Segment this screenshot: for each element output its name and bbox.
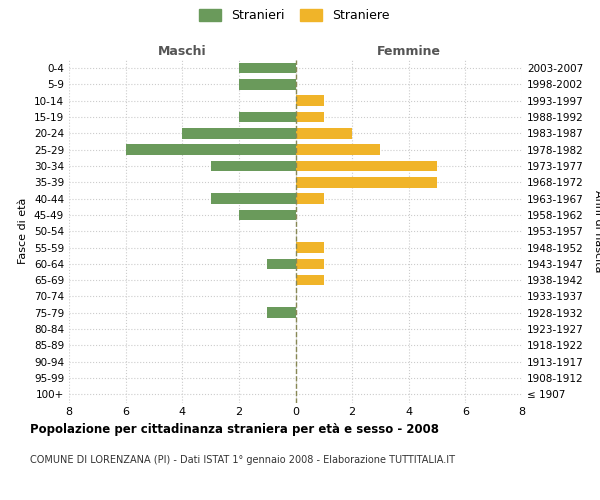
Bar: [296, 112, 324, 122]
Bar: [239, 79, 296, 90]
Legend: Stranieri, Straniere: Stranieri, Straniere: [199, 8, 389, 22]
Bar: [267, 308, 296, 318]
Bar: [239, 63, 296, 74]
Bar: [211, 160, 296, 172]
Y-axis label: Anni di nascita: Anni di nascita: [593, 190, 600, 272]
Text: Maschi: Maschi: [158, 44, 206, 58]
Bar: [296, 160, 437, 172]
Text: Popolazione per cittadinanza straniera per età e sesso - 2008: Popolazione per cittadinanza straniera p…: [30, 422, 439, 436]
Bar: [125, 144, 296, 155]
Y-axis label: Fasce di età: Fasce di età: [19, 198, 28, 264]
Bar: [239, 112, 296, 122]
Bar: [296, 96, 324, 106]
Bar: [239, 210, 296, 220]
Bar: [182, 128, 296, 138]
Bar: [296, 275, 324, 285]
Bar: [211, 194, 296, 204]
Bar: [296, 242, 324, 253]
Bar: [296, 128, 352, 138]
Bar: [296, 258, 324, 269]
Bar: [267, 258, 296, 269]
Text: Femmine: Femmine: [377, 44, 441, 58]
Bar: [296, 194, 324, 204]
Bar: [296, 144, 380, 155]
Bar: [296, 177, 437, 188]
Text: COMUNE DI LORENZANA (PI) - Dati ISTAT 1° gennaio 2008 - Elaborazione TUTTITALIA.: COMUNE DI LORENZANA (PI) - Dati ISTAT 1°…: [30, 455, 455, 465]
